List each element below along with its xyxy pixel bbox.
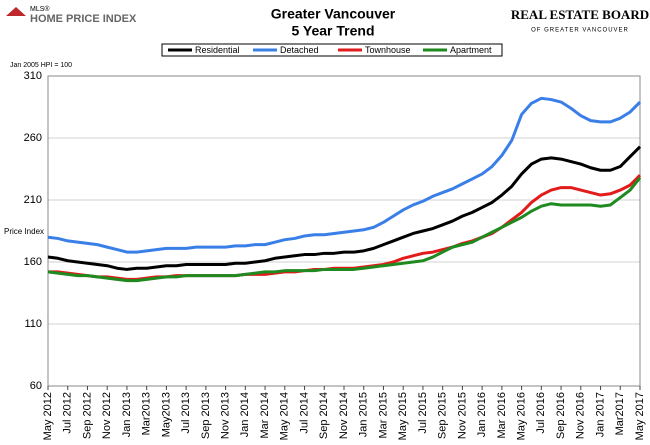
x-tick-label: Jan 2015 <box>358 392 370 437</box>
x-tick-label: Jul 2013 <box>180 392 192 434</box>
x-tick-label: Jan 2014 <box>239 392 251 437</box>
y-tick-label: 110 <box>24 318 42 330</box>
x-tick-label: Nov 2015 <box>456 392 468 439</box>
x-tick-label: May 2016 <box>516 392 528 440</box>
logo-mls: MLS® <box>30 5 50 13</box>
note: Jan 2005 HPI = 100 <box>10 62 72 69</box>
legend-label: Apartment <box>450 45 492 55</box>
series-line <box>47 145 642 271</box>
series-line <box>47 176 642 283</box>
y-tick-label: 260 <box>24 132 42 144</box>
x-tick-label: Mar 2014 <box>259 392 271 438</box>
x-tick-label: Sep 2015 <box>437 392 449 439</box>
x-tick-label: Sep 2013 <box>200 392 212 439</box>
x-tick-label: Jan 2013 <box>121 392 133 437</box>
chart-subtitle: 5 Year Trend <box>291 23 374 39</box>
x-tick-label: May 2012 <box>42 392 54 440</box>
x-tick-label: Nov 2013 <box>220 392 232 439</box>
x-tick-label: Sep 2016 <box>555 392 567 439</box>
logo-right: REAL ESTATE BOARD <box>511 7 649 22</box>
x-tick-label: Jan 2016 <box>476 392 488 437</box>
x-tick-label: Jul 2014 <box>298 392 310 434</box>
x-tick-label: Sep 2012 <box>81 392 93 439</box>
x-tick-label: Jul 2012 <box>62 392 74 434</box>
y-tick-label: 210 <box>24 194 42 206</box>
x-tick-label: Nov 2016 <box>575 392 587 439</box>
x-tick-label: Mar2013 <box>141 392 153 435</box>
y-axis-label: Price Index <box>4 227 44 236</box>
logo-left: HOME PRICE INDEX <box>30 13 137 25</box>
logo-right-sub: OF GREATER VANCOUVER <box>531 28 629 34</box>
x-tick-label: Jul 2015 <box>417 392 429 434</box>
y-tick-label: 310 <box>24 70 42 82</box>
y-tick-label: 160 <box>24 256 42 268</box>
x-tick-label: May 2015 <box>397 392 409 440</box>
x-tick-label: May2013 <box>160 392 172 437</box>
legend-label: Residential <box>195 45 240 55</box>
x-tick-label: Mar 2015 <box>377 392 389 438</box>
x-tick-label: May 2014 <box>279 392 291 440</box>
x-tick-label: Sep 2014 <box>318 392 330 439</box>
x-tick-label: Mar 2016 <box>496 392 508 438</box>
series-line <box>47 96 642 254</box>
x-tick-label: Jul 2016 <box>535 392 547 434</box>
x-tick-label: Nov 2014 <box>338 392 350 439</box>
logo-roof <box>6 7 26 16</box>
x-tick-label: May 2017 <box>634 392 646 440</box>
legend-label: Detached <box>280 45 319 55</box>
legend-label: Townhouse <box>365 45 411 55</box>
x-tick-label: Mar2017 <box>614 392 626 435</box>
y-tick-label: 60 <box>30 380 42 392</box>
legend-box <box>161 43 503 57</box>
x-tick-label: Jan 2017 <box>594 392 606 437</box>
chart-title: Greater Vancouver <box>271 6 396 22</box>
x-tick-label: Nov 2012 <box>101 392 113 439</box>
